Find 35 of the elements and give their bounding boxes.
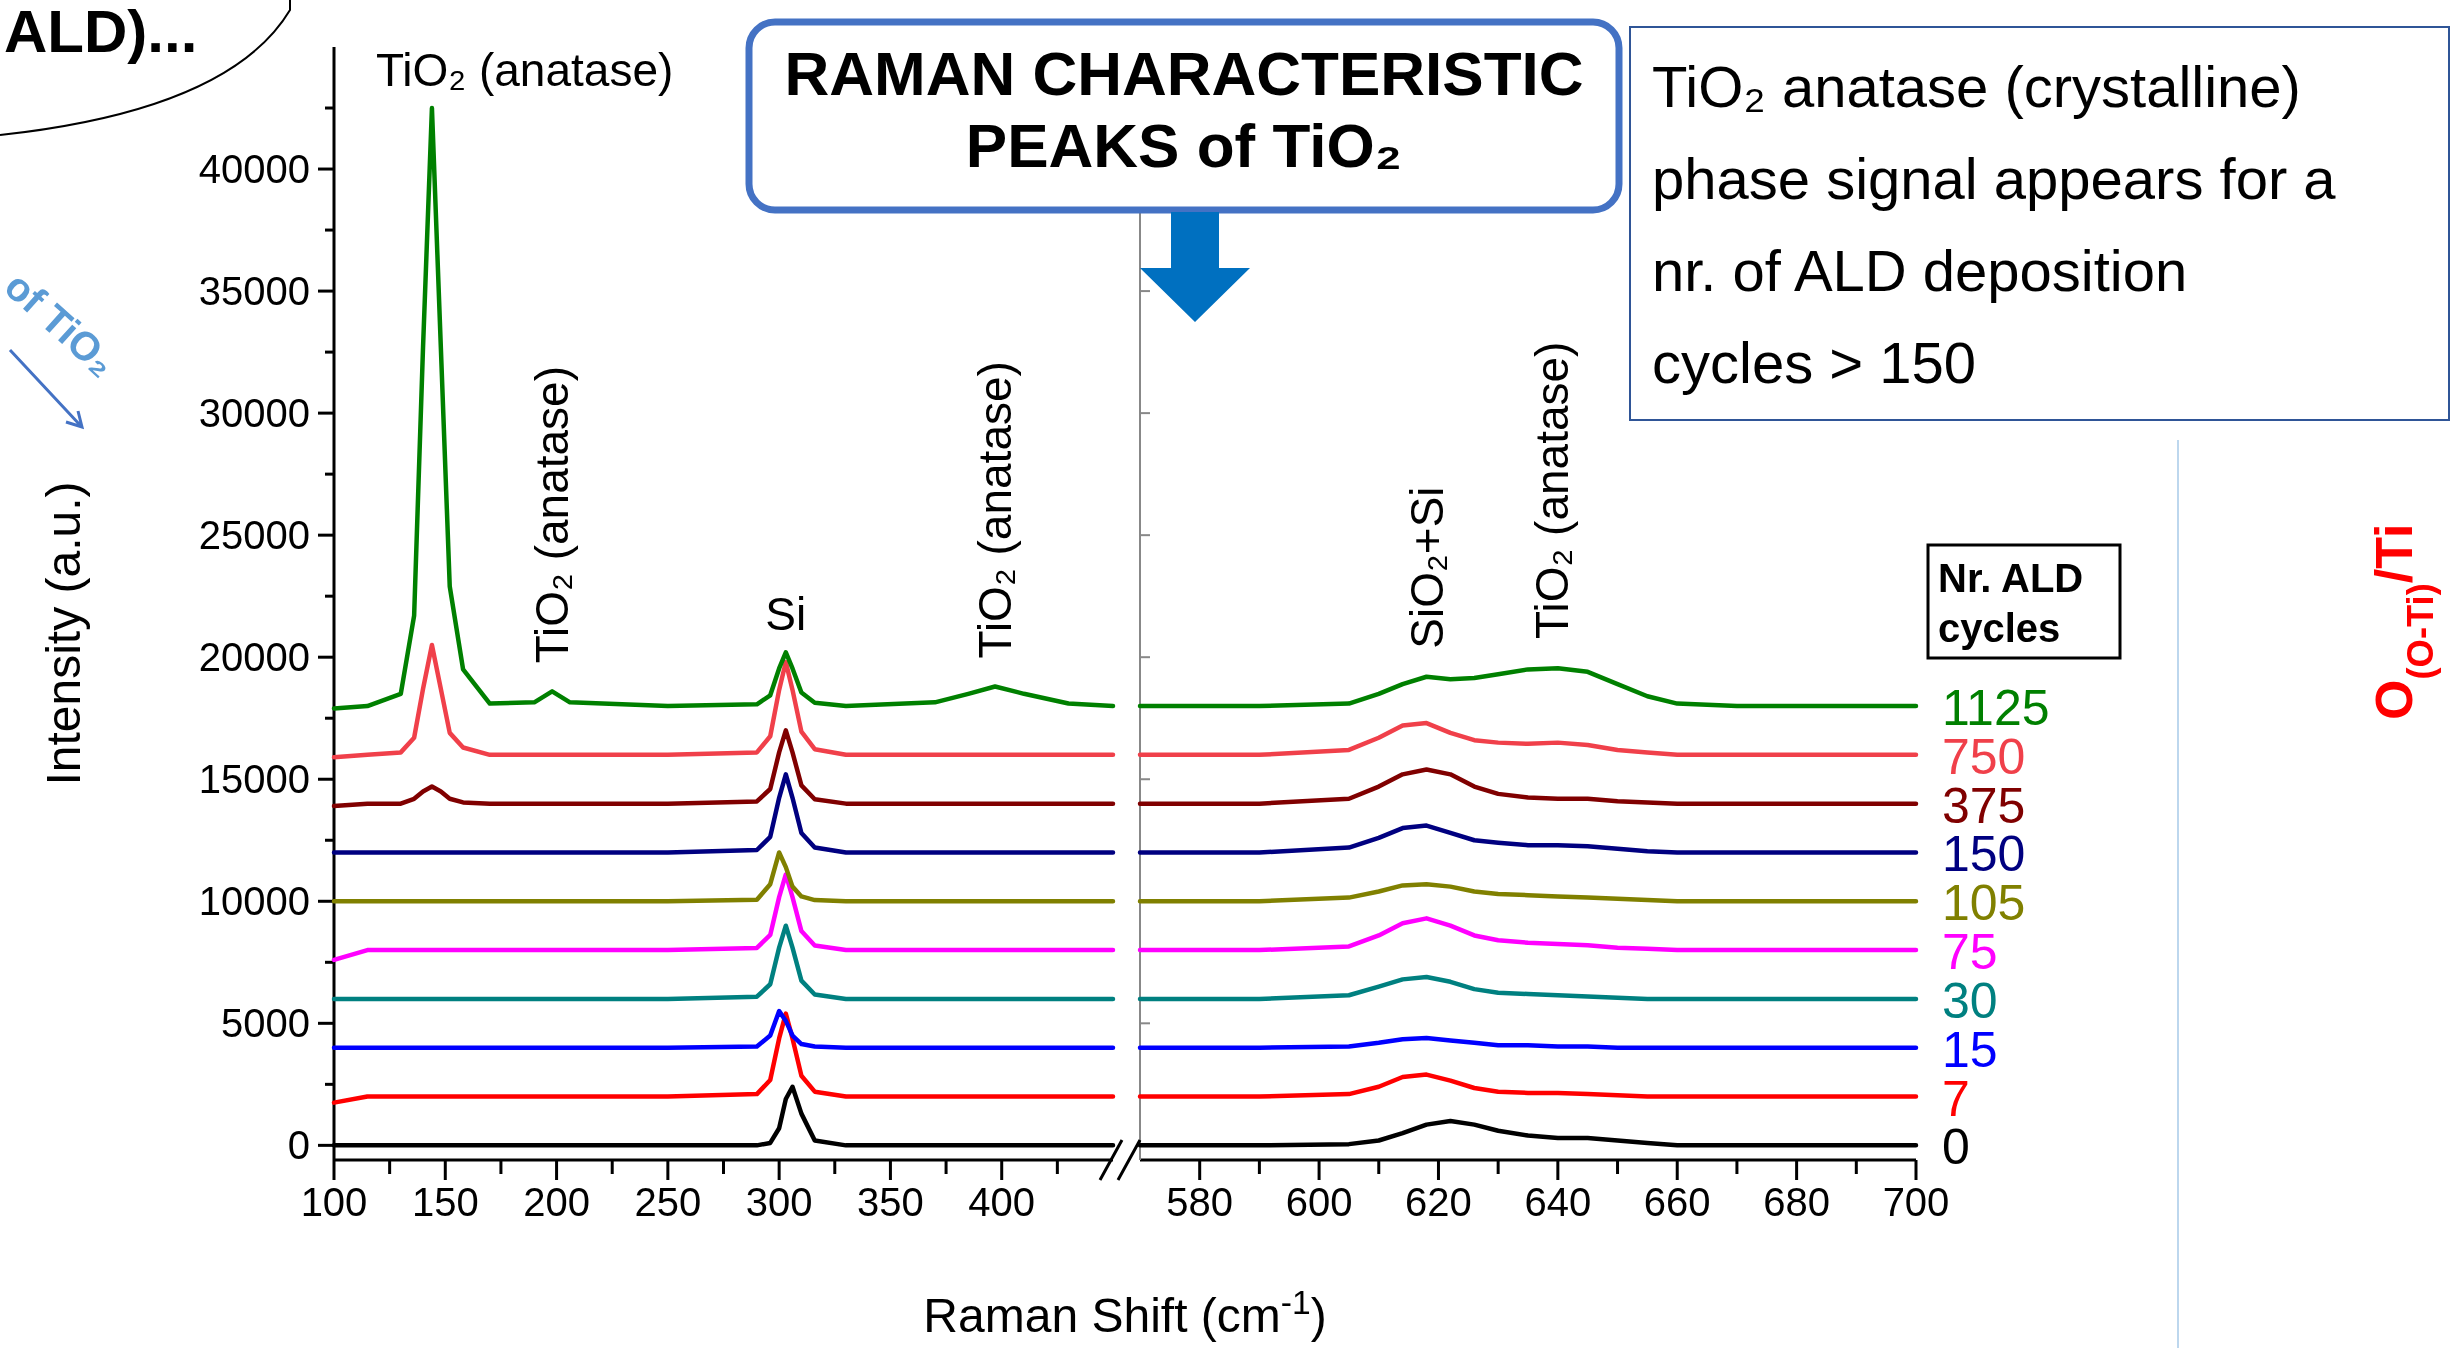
y-tick-label: 20000 [198, 635, 310, 680]
x-tick-label: 150 [411, 1180, 479, 1224]
x-tick-label: 350 [857, 1180, 924, 1224]
y-tick-label: 15000 [198, 757, 310, 802]
x-tick-label: 200 [523, 1180, 590, 1224]
x-tick-label: 680 [1763, 1180, 1830, 1224]
annotation: TiO₂ (anatase) [969, 361, 1022, 659]
annotation: TiO₂ (anatase) [375, 44, 674, 97]
y-tick-label: 0 [287, 1123, 310, 1168]
x-tick-label: 700 [1882, 1180, 1950, 1224]
y-tick-label: 10000 [198, 879, 310, 924]
annotation: Si [765, 588, 807, 641]
x-tick-label: 620 [1405, 1180, 1472, 1224]
annotation: SiO₂+Si [1400, 486, 1453, 649]
y-tick-label: 25000 [198, 513, 310, 558]
x-tick-label: 300 [745, 1180, 813, 1224]
annotation: TiO₂ (anatase) [1525, 341, 1578, 639]
y-tick-label: 40000 [198, 147, 310, 192]
y-axis-title: Intensity (a.u.) [37, 481, 90, 786]
x-tick-label: 400 [968, 1180, 1036, 1224]
x-tick-label: 580 [1166, 1180, 1234, 1224]
x-tick-label: 250 [634, 1180, 702, 1224]
legend-title: Nr. ALD cycles [1938, 556, 2084, 650]
y-tick-label: 5000 [221, 1001, 310, 1046]
y-tick-label: 35000 [198, 269, 310, 314]
y-tick-label: 30000 [198, 391, 310, 436]
x-axis-title: Raman Shift (cm$^{-1}$) [923, 1283, 1327, 1342]
x-tick-label: 640 [1524, 1180, 1592, 1224]
text: RAMAN CHARACTERISTIC PEAKS of TiO₂ [784, 39, 1584, 180]
text: ALD)... [4, 0, 198, 65]
x-tick-label: 600 [1285, 1180, 1353, 1224]
annotation: TiO₂ anatase (crystalline) phase signal appears for a nr. of ALD deposition cycles > 150 [1652, 54, 2337, 395]
annotation: TiO₂ (anatase) [526, 365, 579, 664]
x-tick-label: 660 [1643, 1180, 1711, 1224]
x-tick-label: 100 [300, 1180, 368, 1224]
